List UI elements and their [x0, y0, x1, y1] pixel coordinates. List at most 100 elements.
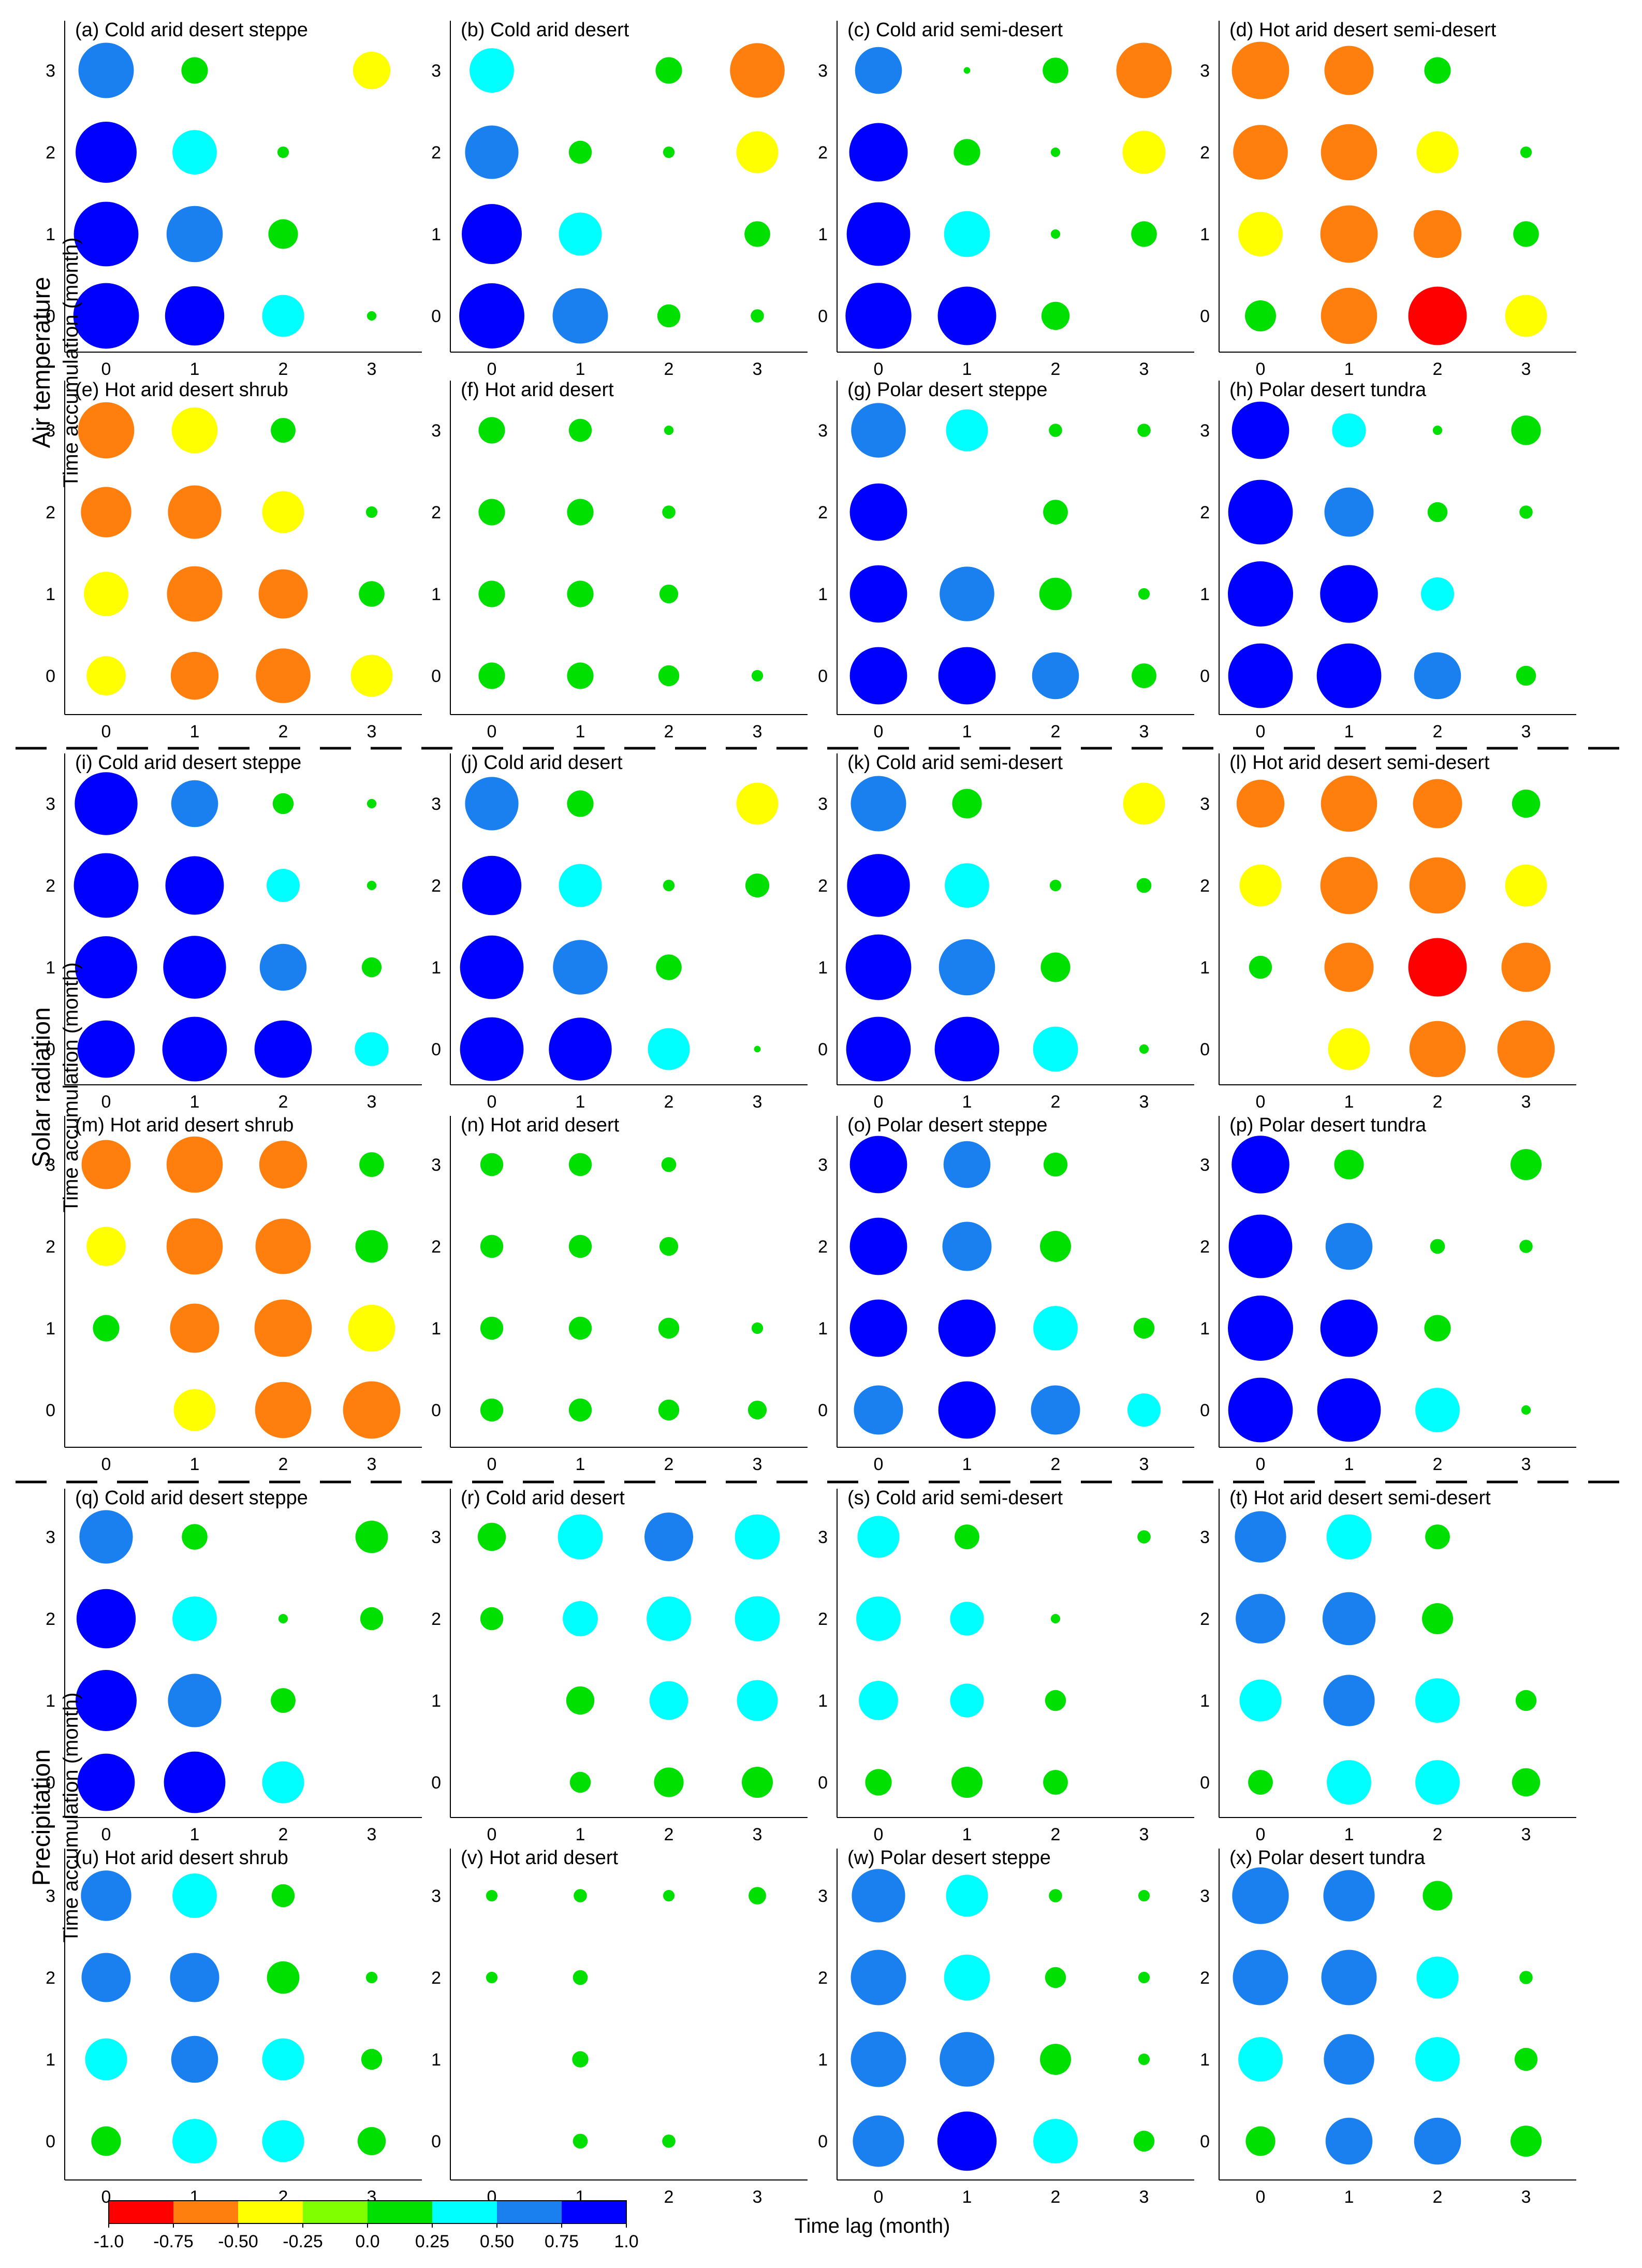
x-tick-label: 2: [1433, 1092, 1443, 1112]
bubble: [1050, 1613, 1061, 1624]
bubble: [1414, 2117, 1461, 2165]
bubble: [1409, 857, 1466, 914]
bubble: [568, 1398, 592, 1422]
x-tick-label: 0: [874, 1092, 884, 1112]
x-tick-label: 1: [1344, 1455, 1354, 1474]
bubble: [751, 670, 764, 682]
panel-title: (v) Hot arid desert: [461, 1847, 619, 1869]
y-tick-label: 2: [46, 1237, 55, 1257]
y-tick-label: 1: [1200, 1319, 1210, 1339]
y-tick-label: 3: [1200, 421, 1210, 441]
colorbar-tick-label: 0.75: [545, 2232, 579, 2251]
bubble: [478, 499, 505, 526]
bubble: [1032, 652, 1079, 700]
y-tick-label: 2: [431, 1609, 441, 1629]
y-tick-label: 0: [1200, 307, 1210, 326]
bubble: [1325, 2117, 1373, 2165]
x-tick-label: 3: [1521, 1092, 1531, 1112]
bubble: [1322, 1592, 1376, 1646]
colorbar-tick-label: -1.0: [94, 2232, 124, 2251]
bubble: [1416, 131, 1459, 173]
bubble: [254, 1020, 312, 1078]
x-tick-label: 0: [101, 359, 111, 379]
bubble: [1239, 1679, 1282, 1722]
panel: (c) Cold arid semi-desert 0 1 2 3 0 1 2 3: [818, 19, 1194, 379]
y-tick-label: 1: [46, 585, 55, 604]
x-tick-label: 0: [487, 359, 497, 379]
bubble: [1040, 2044, 1071, 2075]
y-tick-label: 0: [818, 1040, 828, 1059]
bubble: [658, 1399, 680, 1421]
bubble: [851, 776, 906, 832]
x-tick-label: 1: [576, 1455, 585, 1474]
x-tick-label: 2: [664, 1825, 674, 1844]
bubble: [462, 855, 522, 915]
bubble: [76, 1670, 137, 1731]
bubble: [1505, 295, 1547, 337]
bubble: [1137, 1530, 1151, 1544]
x-tick-label: 2: [278, 359, 288, 379]
bubble: [1033, 1026, 1078, 1072]
bubble: [849, 647, 907, 705]
panel: (i) Cold arid desert steppe 0 1 2 3 0 1 2 3: [46, 752, 422, 1112]
bubble: [361, 2048, 383, 2070]
bubble: [938, 1299, 996, 1357]
bubble: [1497, 1020, 1555, 1078]
bubble: [1324, 942, 1374, 992]
bubble: [1316, 643, 1382, 708]
panel: (b) Cold arid desert 0 1 2 3 0 1 2 3: [431, 19, 808, 379]
bubble: [166, 206, 223, 263]
y-tick-label: 3: [818, 1528, 828, 1547]
bubble: [736, 131, 779, 173]
bubble: [460, 1017, 524, 1081]
x-tick-label: 3: [1521, 1825, 1531, 1844]
y-tick-label: 0: [431, 1773, 441, 1793]
bubble: [851, 403, 906, 458]
x-tick-label: 3: [367, 722, 377, 742]
colorbar-segment: [497, 2201, 562, 2223]
bubble: [937, 2111, 997, 2171]
bubble: [486, 1889, 498, 1902]
y-tick-label: 1: [431, 225, 441, 244]
x-tick-label: 3: [1139, 1455, 1149, 1474]
bubble: [940, 566, 994, 621]
y-tick-label: 1: [1200, 2050, 1210, 2070]
x-tick-label: 1: [962, 1455, 972, 1474]
bubble: [553, 940, 608, 995]
x-tick-label: 3: [1139, 2187, 1149, 2207]
y-tick-label: 2: [46, 1968, 55, 1988]
bubble: [1321, 775, 1377, 832]
panel-title: (h) Polar desert tundra: [1229, 379, 1427, 401]
y-tick-label: 3: [1200, 1528, 1210, 1547]
bubble: [1432, 425, 1443, 435]
bubble: [568, 140, 592, 164]
bubble: [1232, 41, 1289, 99]
panel: (j) Cold arid desert 0 1 2 3 0 1 2 3: [431, 752, 808, 1112]
y-tick-label: 1: [818, 958, 828, 978]
x-tick-label: 1: [962, 1825, 972, 1844]
x-tick-label: 2: [1433, 359, 1443, 379]
bubble: [1228, 643, 1293, 708]
bubble: [945, 863, 989, 908]
bubble: [259, 1140, 307, 1189]
bubble: [1248, 1770, 1273, 1795]
bubble: [172, 2119, 217, 2163]
x-tick-label: 3: [1139, 359, 1149, 379]
y-tick-label: 3: [431, 1886, 441, 1906]
colorbar: -1.0 -0.75 -0.50 -0.25 0.0 0.25 0.50 0.75 1.0: [94, 2200, 639, 2251]
bubble: [1136, 878, 1152, 893]
bubble: [277, 146, 289, 158]
panel: (r) Cold arid desert 0 1 2 3 0 1 2 3: [431, 1487, 808, 1844]
bubble: [849, 1217, 907, 1275]
y-tick-label: 1: [431, 958, 441, 978]
bubble: [1323, 1870, 1375, 1922]
panel: (f) Hot arid desert 0 1 2 3 0 1 2 3: [431, 379, 808, 742]
colorbar-tick-label: 0.25: [415, 2232, 449, 2251]
y-axis-label-1: Time accumulation (month): [60, 237, 82, 487]
x-tick-label: 2: [278, 1825, 288, 1844]
y-tick-label: 2: [431, 876, 441, 896]
bubble: [751, 1322, 764, 1334]
bubble: [460, 935, 524, 999]
bubble: [1511, 2126, 1542, 2157]
y-tick-label: 0: [431, 1040, 441, 1059]
